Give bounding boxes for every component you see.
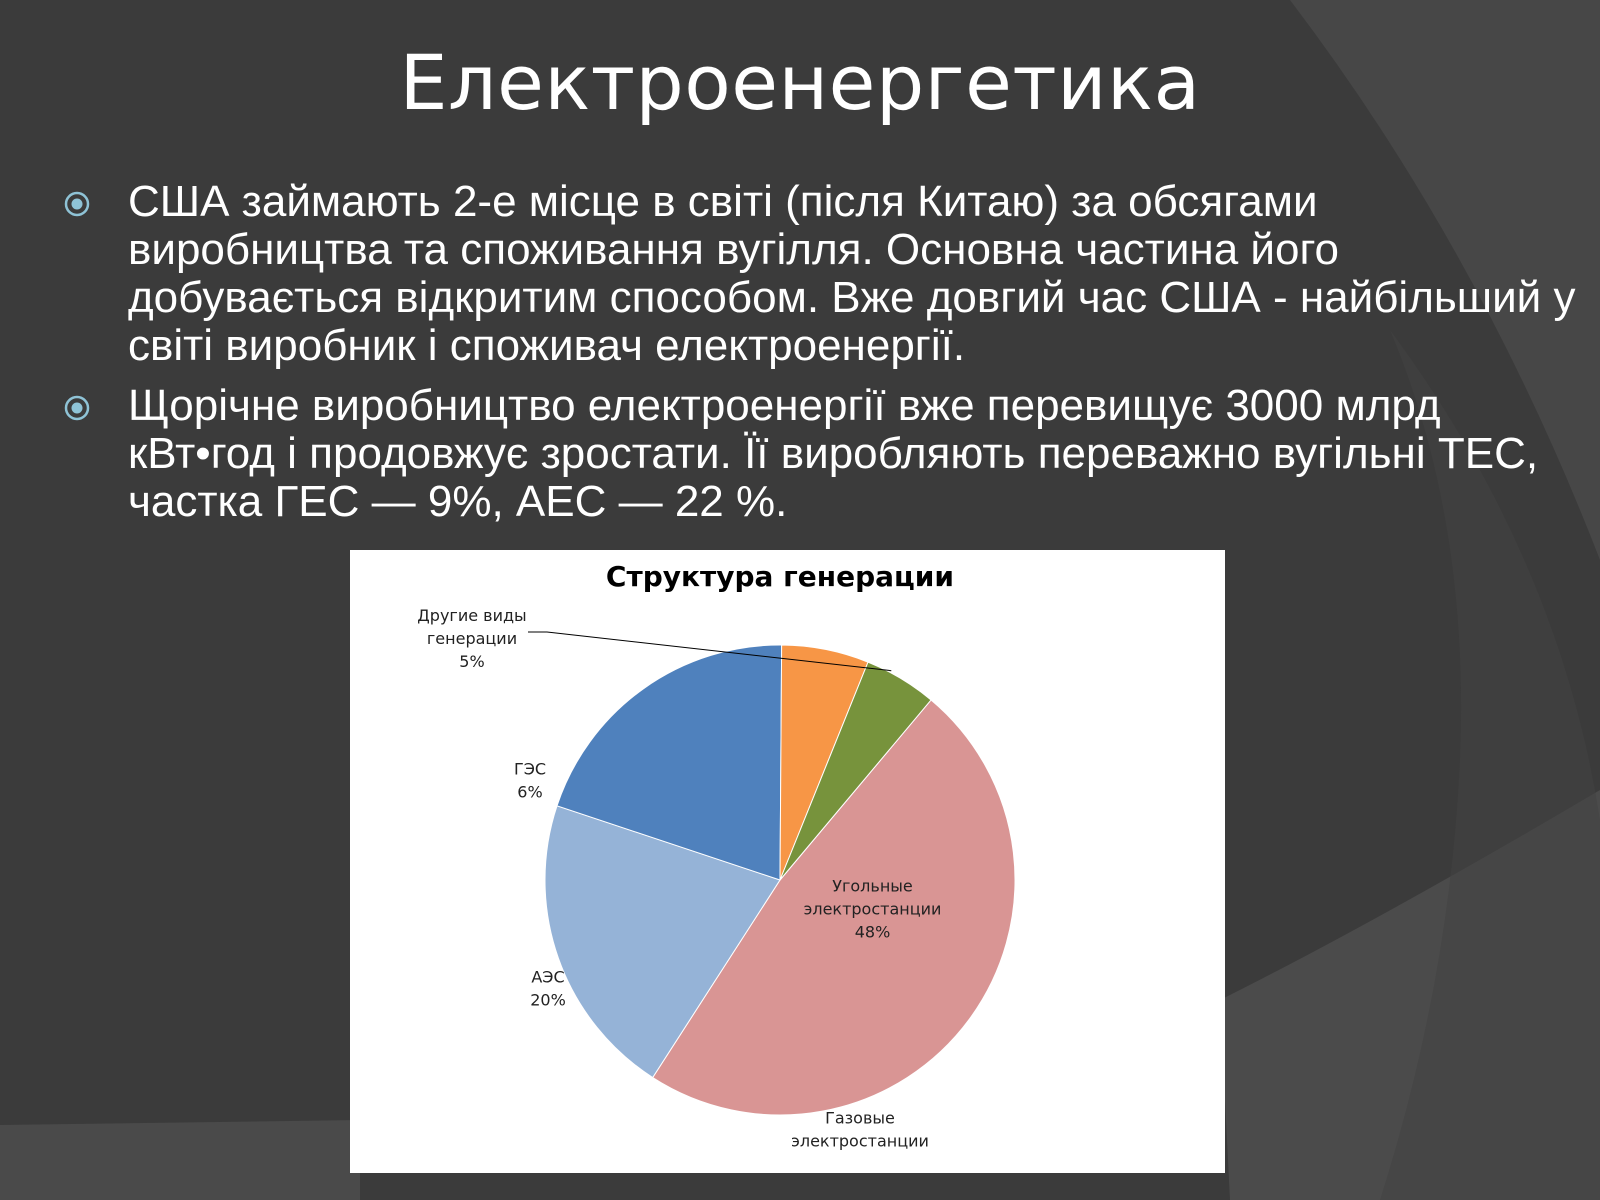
bullet-item: Щорічне виробництво електроенергії вже п… xyxy=(60,382,1590,526)
leader-line xyxy=(528,631,892,672)
pie-slice xyxy=(652,699,1016,1116)
slice-label: ГЭС 6% xyxy=(514,760,546,802)
pie-chart-svg: Структура генерации Угольные электростанц… xyxy=(417,560,1016,1151)
bullet-text: Щорічне виробництво електроенергії вже п… xyxy=(128,381,1539,526)
pie-slice xyxy=(556,644,783,881)
bullet-item: США займають 2-е місце в світі (після Ки… xyxy=(60,178,1590,370)
slice-label: Другие виды генерации 5% xyxy=(417,606,526,671)
circle-bullet-icon xyxy=(64,191,90,217)
pie-slice xyxy=(544,805,781,1079)
slide-title: Електроенергетика xyxy=(399,38,1201,127)
bullet-text: США займають 2-е місце в світі (після Ки… xyxy=(128,177,1576,370)
circle-bullet-icon xyxy=(64,395,90,421)
slice-label: Угольные электростанции 48% xyxy=(804,876,942,941)
chart-title: Структура генерации xyxy=(606,560,954,593)
slice-label: Газовые электростанции xyxy=(791,1109,929,1151)
slice-label: АЭС 20% xyxy=(530,968,566,1010)
pie-chart: Структура генерации Угольные электростанц… xyxy=(350,550,1225,1173)
pie-slice xyxy=(779,661,932,881)
bullet-list: США займають 2-е місце в світі (після Ки… xyxy=(60,178,1590,538)
